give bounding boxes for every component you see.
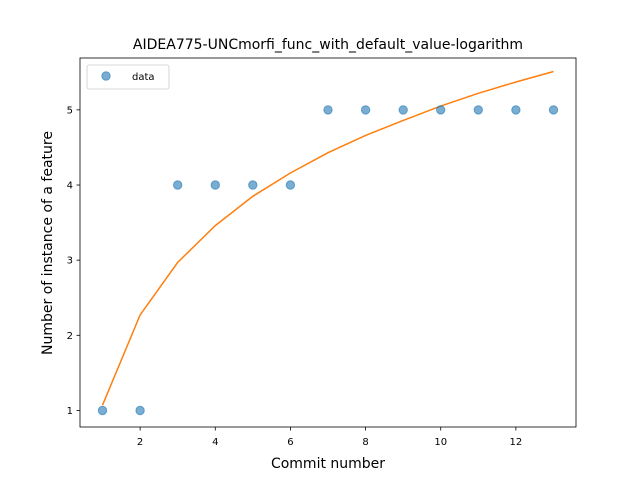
data-point	[249, 181, 257, 189]
y-tick-label: 4	[67, 181, 73, 192]
x-tick-label: 4	[212, 437, 218, 448]
x-tick-label: 10	[434, 437, 447, 448]
x-tick-label: 6	[287, 437, 293, 448]
y-tick-label: 5	[67, 105, 73, 116]
data-point	[549, 106, 557, 114]
legend-label: data	[132, 72, 155, 83]
x-tick-label: 12	[510, 437, 523, 448]
legend-marker	[102, 72, 110, 80]
y-axis-label: Number of instance of a feature	[40, 131, 56, 355]
data-point	[399, 106, 407, 114]
data-point	[512, 106, 520, 114]
data-point	[361, 106, 369, 114]
data-point	[474, 106, 482, 114]
x-axis-label: Commit number	[271, 456, 385, 472]
y-tick-label: 2	[67, 331, 73, 342]
data-point	[136, 406, 144, 414]
data-point	[98, 406, 106, 414]
legend-box	[87, 65, 169, 89]
data-point	[286, 181, 294, 189]
data-point	[324, 106, 332, 114]
y-tick-label: 1	[67, 406, 73, 417]
y-tick-label: 3	[67, 256, 73, 267]
data-point	[437, 106, 445, 114]
data-point	[174, 181, 182, 189]
chart-title: AIDEA775-UNCmorfi_func_with_default_valu…	[133, 37, 523, 53]
data-point	[211, 181, 219, 189]
x-tick-label: 2	[137, 437, 143, 448]
x-tick-label: 8	[362, 437, 368, 448]
